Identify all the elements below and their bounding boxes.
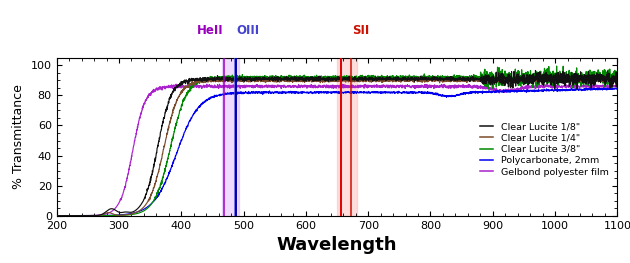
Text: SII: SII xyxy=(352,24,369,37)
Bar xyxy=(337,58,357,216)
X-axis label: Wavelength: Wavelength xyxy=(277,236,398,254)
Bar xyxy=(222,58,239,216)
Legend: Clear Lucite 1/8", Clear Lucite 1/4", Clear Lucite 3/8", Polycarbonate, 2mm, Gel: Clear Lucite 1/8", Clear Lucite 1/4", Cl… xyxy=(476,118,613,180)
Y-axis label: % Transmittance: % Transmittance xyxy=(12,84,25,189)
Text: HeII: HeII xyxy=(197,24,223,37)
Text: OIII: OIII xyxy=(237,24,260,37)
